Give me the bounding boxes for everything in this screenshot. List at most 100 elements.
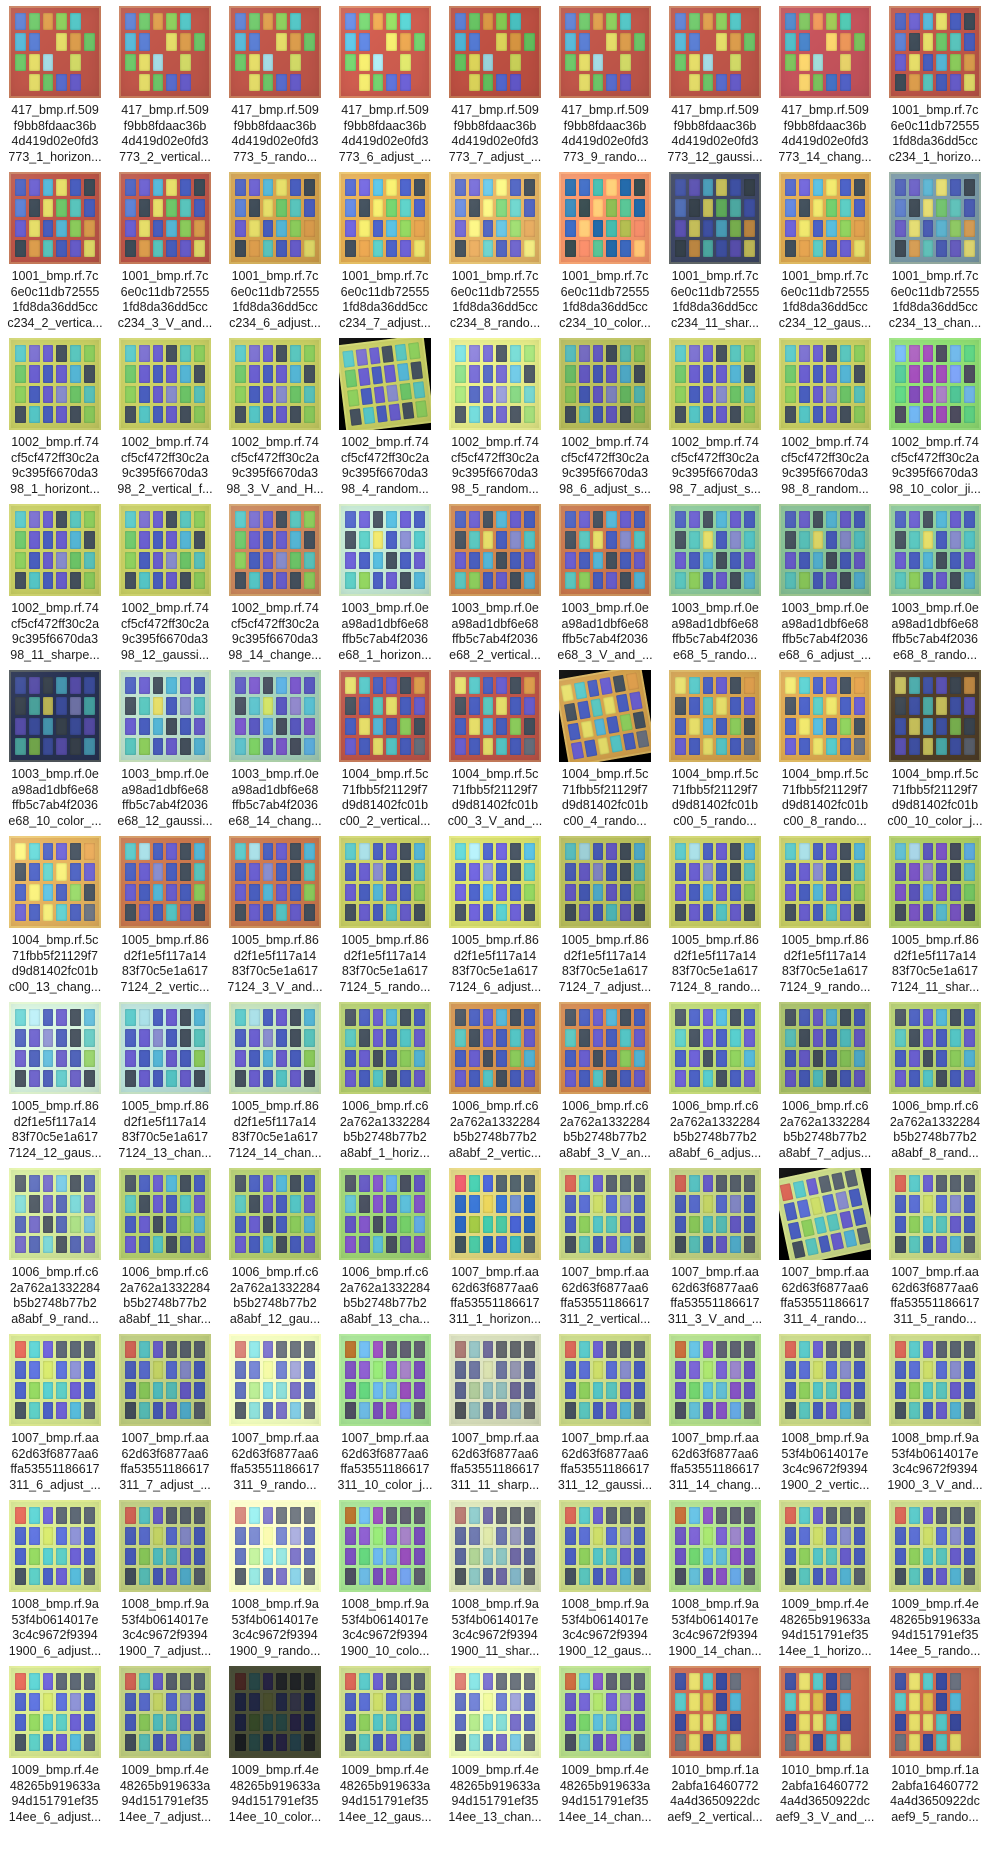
file-tile[interactable]: 417_bmp.rf.509 f9bb8fdaac36b 4d419d02e0f… [0, 6, 110, 172]
file-thumbnail[interactable] [229, 172, 321, 264]
file-tile[interactable]: 1007_bmp.rf.aa 62d63f6877aa6 ffa53551186… [440, 1334, 550, 1500]
file-tile[interactable]: 1005_bmp.rf.86 d2f1e5f117a14 83f70c5e1a6… [880, 836, 990, 1002]
file-tile[interactable]: 1008_bmp.rf.9a 53f4b0614017e 3c4c9672f93… [220, 1500, 330, 1666]
file-tile[interactable]: 1006_bmp.rf.c6 2a762a1332284 b5b2748b77b… [550, 1002, 660, 1168]
file-tile[interactable]: 1004_bmp.rf.5c 71fbb5f21129f7 d9d81402fc… [880, 670, 990, 836]
file-thumbnail[interactable] [229, 6, 321, 98]
file-thumbnail[interactable] [449, 1168, 541, 1260]
file-tile[interactable]: 1008_bmp.rf.9a 53f4b0614017e 3c4c9672f93… [660, 1500, 770, 1666]
file-thumbnail[interactable] [559, 1666, 651, 1758]
file-tile[interactable]: 1003_bmp.rf.0e a98ad1dbf6e68 ffb5c7ab4f2… [0, 670, 110, 836]
file-thumbnail[interactable] [229, 504, 321, 596]
file-thumbnail[interactable] [669, 1002, 761, 1094]
file-tile[interactable]: 1009_bmp.rf.4e 48265b919633a 94d151791ef… [880, 1500, 990, 1666]
file-thumbnail[interactable] [119, 1666, 211, 1758]
file-tile[interactable]: 1006_bmp.rf.c6 2a762a1332284 b5b2748b77b… [660, 1002, 770, 1168]
file-tile[interactable]: 1003_bmp.rf.0e a98ad1dbf6e68 ffb5c7ab4f2… [660, 504, 770, 670]
file-tile[interactable]: 1007_bmp.rf.aa 62d63f6877aa6 ffa53551186… [110, 1334, 220, 1500]
file-tile[interactable]: 1002_bmp.rf.74 cf5cf472ff30c2a 9c395f667… [110, 338, 220, 504]
file-thumbnail[interactable] [9, 1334, 101, 1426]
file-thumbnail[interactable] [669, 338, 761, 430]
file-tile[interactable]: 1007_bmp.rf.aa 62d63f6877aa6 ffa53551186… [660, 1168, 770, 1334]
file-tile[interactable]: 1001_bmp.rf.7c 6e0c11db72555 1fd8da36dd5… [660, 172, 770, 338]
file-thumbnail[interactable] [889, 1334, 981, 1426]
file-tile[interactable]: 417_bmp.rf.509 f9bb8fdaac36b 4d419d02e0f… [770, 6, 880, 172]
file-thumbnail[interactable] [339, 1500, 431, 1592]
file-tile[interactable]: 1002_bmp.rf.74 cf5cf472ff30c2a 9c395f667… [770, 338, 880, 504]
file-thumbnail[interactable] [229, 836, 321, 928]
file-tile[interactable]: 1002_bmp.rf.74 cf5cf472ff30c2a 9c395f667… [440, 338, 550, 504]
file-tile[interactable]: 1010_bmp.rf.1a 2abfa16460772 4a4d3650922… [770, 1666, 880, 1832]
file-tile[interactable]: 1003_bmp.rf.0e a98ad1dbf6e68 ffb5c7ab4f2… [110, 670, 220, 836]
file-thumbnail[interactable] [889, 670, 981, 762]
file-thumbnail[interactable] [119, 1334, 211, 1426]
file-thumbnail[interactable] [9, 1666, 101, 1758]
file-thumbnail[interactable] [559, 670, 651, 762]
file-thumbnail[interactable] [339, 1002, 431, 1094]
file-tile[interactable]: 1001_bmp.rf.7c 6e0c11db72555 1fd8da36dd5… [880, 6, 990, 172]
file-tile[interactable]: 1007_bmp.rf.aa 62d63f6877aa6 ffa53551186… [330, 1334, 440, 1500]
file-thumbnail[interactable] [339, 670, 431, 762]
file-tile[interactable]: 1005_bmp.rf.86 d2f1e5f117a14 83f70c5e1a6… [770, 836, 880, 1002]
file-thumbnail[interactable] [449, 1666, 541, 1758]
file-thumbnail[interactable] [449, 1334, 541, 1426]
file-tile[interactable]: 1009_bmp.rf.4e 48265b919633a 94d151791ef… [770, 1500, 880, 1666]
file-tile[interactable]: 1008_bmp.rf.9a 53f4b0614017e 3c4c9672f93… [440, 1500, 550, 1666]
file-tile[interactable]: 1003_bmp.rf.0e a98ad1dbf6e68 ffb5c7ab4f2… [770, 504, 880, 670]
file-thumbnail[interactable] [119, 836, 211, 928]
file-thumbnail[interactable] [779, 670, 871, 762]
file-thumbnail[interactable] [449, 1002, 541, 1094]
file-tile[interactable]: 1002_bmp.rf.74 cf5cf472ff30c2a 9c395f667… [330, 338, 440, 504]
file-thumbnail[interactable] [559, 504, 651, 596]
file-thumbnail[interactable] [889, 836, 981, 928]
file-thumbnail[interactable] [559, 6, 651, 98]
file-thumbnail[interactable] [9, 1002, 101, 1094]
file-thumbnail[interactable] [779, 338, 871, 430]
file-tile[interactable]: 1009_bmp.rf.4e 48265b919633a 94d151791ef… [330, 1666, 440, 1832]
file-tile[interactable]: 1005_bmp.rf.86 d2f1e5f117a14 83f70c5e1a6… [550, 836, 660, 1002]
file-tile[interactable]: 1002_bmp.rf.74 cf5cf472ff30c2a 9c395f667… [880, 338, 990, 504]
file-tile[interactable]: 1010_bmp.rf.1a 2abfa16460772 4a4d3650922… [880, 1666, 990, 1832]
file-tile[interactable]: 1007_bmp.rf.aa 62d63f6877aa6 ffa53551186… [550, 1334, 660, 1500]
file-thumbnail[interactable] [669, 1666, 761, 1758]
file-thumbnail[interactable] [559, 172, 651, 264]
file-tile[interactable]: 1003_bmp.rf.0e a98ad1dbf6e68 ffb5c7ab4f2… [550, 504, 660, 670]
file-tile[interactable]: 1003_bmp.rf.0e a98ad1dbf6e68 ffb5c7ab4f2… [440, 504, 550, 670]
file-thumbnail[interactable] [779, 6, 871, 98]
file-thumbnail[interactable] [559, 1168, 651, 1260]
file-tile[interactable]: 1007_bmp.rf.aa 62d63f6877aa6 ffa53551186… [550, 1168, 660, 1334]
file-tile[interactable]: 1006_bmp.rf.c6 2a762a1332284 b5b2748b77b… [0, 1168, 110, 1334]
file-thumbnail[interactable] [9, 836, 101, 928]
file-thumbnail[interactable] [229, 1334, 321, 1426]
file-thumbnail[interactable] [119, 172, 211, 264]
file-tile[interactable]: 1005_bmp.rf.86 d2f1e5f117a14 83f70c5e1a6… [0, 1002, 110, 1168]
file-tile[interactable]: 1007_bmp.rf.aa 62d63f6877aa6 ffa53551186… [440, 1168, 550, 1334]
file-thumbnail[interactable] [889, 504, 981, 596]
file-tile[interactable]: 1007_bmp.rf.aa 62d63f6877aa6 ffa53551186… [220, 1334, 330, 1500]
file-thumbnail[interactable] [229, 1002, 321, 1094]
file-tile[interactable]: 1008_bmp.rf.9a 53f4b0614017e 3c4c9672f93… [550, 1500, 660, 1666]
file-thumbnail[interactable] [119, 504, 211, 596]
file-thumbnail[interactable] [559, 836, 651, 928]
file-tile[interactable]: 1004_bmp.rf.5c 71fbb5f21129f7 d9d81402fc… [440, 670, 550, 836]
file-tile[interactable]: 1009_bmp.rf.4e 48265b919633a 94d151791ef… [220, 1666, 330, 1832]
file-tile[interactable]: 1009_bmp.rf.4e 48265b919633a 94d151791ef… [110, 1666, 220, 1832]
file-tile[interactable]: 1002_bmp.rf.74 cf5cf472ff30c2a 9c395f667… [550, 338, 660, 504]
file-thumbnail[interactable] [119, 1168, 211, 1260]
file-thumbnail[interactable] [889, 172, 981, 264]
file-thumbnail[interactable] [339, 504, 431, 596]
file-thumbnail[interactable] [9, 338, 101, 430]
file-thumbnail[interactable] [119, 338, 211, 430]
file-tile[interactable]: 1009_bmp.rf.4e 48265b919633a 94d151791ef… [440, 1666, 550, 1832]
file-tile[interactable]: 1003_bmp.rf.0e a98ad1dbf6e68 ffb5c7ab4f2… [220, 670, 330, 836]
file-tile[interactable]: 1004_bmp.rf.5c 71fbb5f21129f7 d9d81402fc… [660, 670, 770, 836]
file-tile[interactable]: 417_bmp.rf.509 f9bb8fdaac36b 4d419d02e0f… [330, 6, 440, 172]
file-tile[interactable]: 1007_bmp.rf.aa 62d63f6877aa6 ffa53551186… [880, 1168, 990, 1334]
file-thumbnail[interactable] [779, 504, 871, 596]
file-tile[interactable]: 417_bmp.rf.509 f9bb8fdaac36b 4d419d02e0f… [220, 6, 330, 172]
file-thumbnail[interactable] [339, 6, 431, 98]
file-tile[interactable]: 417_bmp.rf.509 f9bb8fdaac36b 4d419d02e0f… [550, 6, 660, 172]
file-thumbnail[interactable] [119, 670, 211, 762]
file-thumbnail[interactable] [559, 1334, 651, 1426]
file-tile[interactable]: 1010_bmp.rf.1a 2abfa16460772 4a4d3650922… [660, 1666, 770, 1832]
